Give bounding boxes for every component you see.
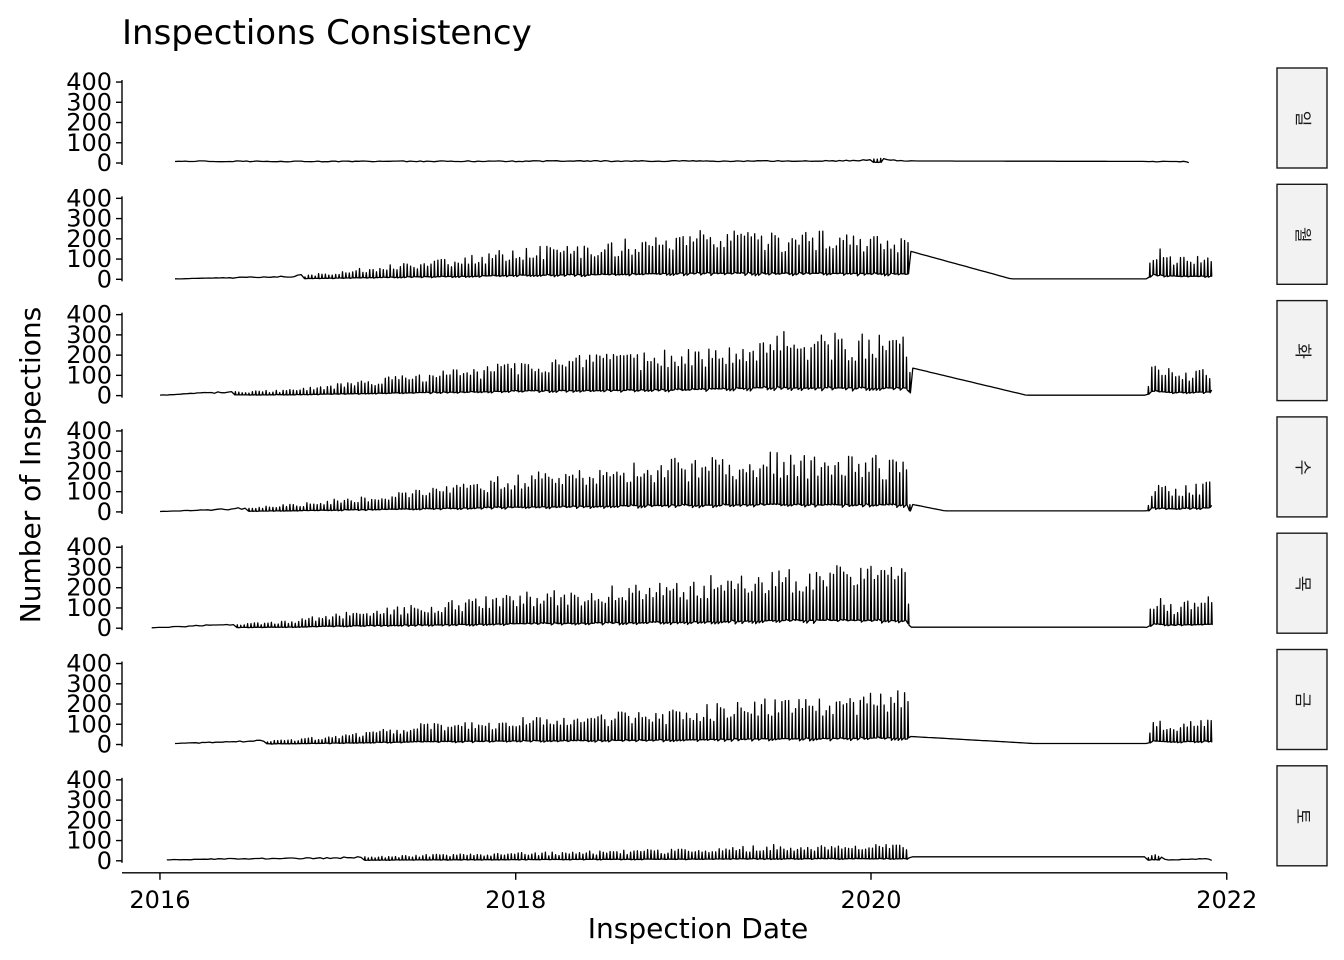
y-tick-label: 200 bbox=[66, 341, 112, 369]
y-tick-label: 300 bbox=[66, 321, 112, 349]
y-tick-label: 0 bbox=[97, 498, 112, 526]
series-line bbox=[159, 330, 1213, 396]
y-tick-label: 300 bbox=[66, 786, 112, 814]
y-tick-label: 100 bbox=[66, 245, 112, 273]
facet-strip bbox=[1276, 416, 1328, 518]
y-axis-title: Number of Inspections bbox=[14, 307, 47, 623]
facet-strip-label: 화 bbox=[1292, 343, 1312, 359]
facet-strip-label: 일 bbox=[1292, 111, 1312, 127]
y-tick-label: 300 bbox=[66, 88, 112, 116]
facet-panels: 0100200300400일0100200300400월010020030040… bbox=[66, 67, 1328, 875]
y-tick-label: 400 bbox=[66, 417, 112, 445]
y-tick-label: 100 bbox=[66, 594, 112, 622]
facet-strip-label: 목 bbox=[1292, 576, 1312, 592]
y-tick-label: 400 bbox=[66, 533, 112, 561]
y-tick-label: 0 bbox=[97, 382, 112, 410]
x-tick-label: 2018 bbox=[485, 886, 546, 914]
y-tick-label: 300 bbox=[66, 670, 112, 698]
y-tick-label: 300 bbox=[66, 553, 112, 581]
y-tick-label: 200 bbox=[66, 457, 112, 485]
series-line bbox=[174, 157, 1190, 164]
y-tick-label: 0 bbox=[97, 265, 112, 293]
x-tick-label: 2022 bbox=[1196, 886, 1257, 914]
facet-strip bbox=[1276, 648, 1328, 751]
facet-strip bbox=[1276, 765, 1328, 867]
y-tick-label: 100 bbox=[66, 478, 112, 506]
y-tick-label: 0 bbox=[97, 149, 112, 177]
y-tick-label: 100 bbox=[66, 827, 112, 855]
y-tick-label: 400 bbox=[66, 184, 112, 212]
chart-title: Inspections Consistency bbox=[122, 13, 532, 53]
y-tick-label: 400 bbox=[66, 68, 112, 96]
y-tick-label: 400 bbox=[66, 301, 112, 329]
x-axis-title: Inspection Date bbox=[588, 912, 808, 945]
x-axis: 2016 2018 2020 2022 bbox=[122, 872, 1257, 914]
facet-strip-label: 월 bbox=[1292, 227, 1312, 243]
y-tick-label: 0 bbox=[97, 731, 112, 759]
y-tick-label: 100 bbox=[66, 361, 112, 389]
facet-strip-label: 수 bbox=[1292, 460, 1312, 476]
facet-strip bbox=[1276, 532, 1328, 634]
y-tick-label: 200 bbox=[66, 806, 112, 834]
y-tick-label: 200 bbox=[66, 225, 112, 253]
x-tick-label: 2016 bbox=[129, 886, 190, 914]
facet-strip-label: 금 bbox=[1292, 692, 1312, 708]
series-line bbox=[166, 844, 1212, 861]
series-line bbox=[159, 451, 1213, 513]
y-tick-label: 100 bbox=[66, 129, 112, 157]
series-line bbox=[174, 690, 1213, 745]
y-tick-label: 200 bbox=[66, 109, 112, 137]
y-tick-label: 200 bbox=[66, 690, 112, 718]
facet-strip-label: 토 bbox=[1292, 808, 1312, 824]
facet-strip bbox=[1276, 299, 1328, 402]
y-tick-label: 100 bbox=[66, 710, 112, 738]
series-line bbox=[174, 230, 1213, 280]
y-tick-label: 300 bbox=[66, 205, 112, 233]
facet-strip bbox=[1276, 67, 1328, 169]
y-tick-label: 300 bbox=[66, 437, 112, 465]
y-tick-label: 200 bbox=[66, 574, 112, 602]
facet-strip bbox=[1276, 183, 1328, 286]
x-tick-label: 2020 bbox=[840, 886, 901, 914]
y-tick-label: 400 bbox=[66, 650, 112, 678]
y-tick-label: 0 bbox=[97, 614, 112, 642]
y-tick-label: 400 bbox=[66, 766, 112, 794]
series-line bbox=[151, 565, 1213, 629]
y-tick-label: 0 bbox=[97, 847, 112, 875]
